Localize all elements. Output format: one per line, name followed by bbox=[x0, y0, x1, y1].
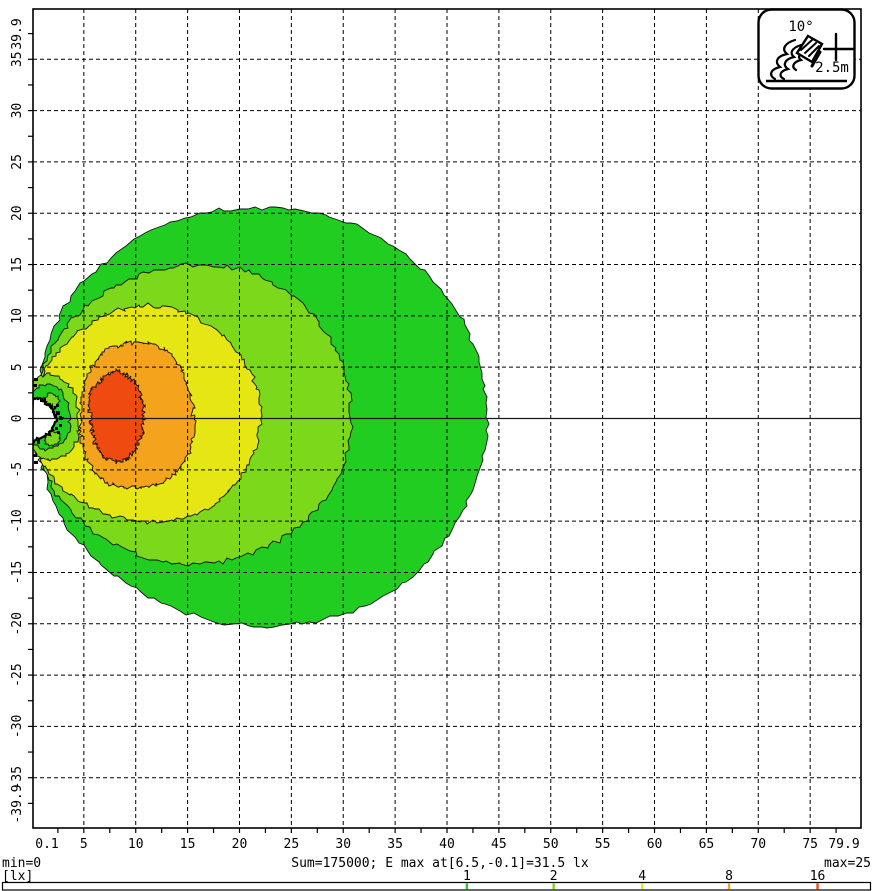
contour-speck bbox=[54, 406, 56, 409]
legend-tick-label: 16 bbox=[810, 869, 826, 884]
status-max: max=25 bbox=[824, 856, 871, 871]
legend-layer: 1 2 4 8 16 bbox=[1, 869, 872, 891]
y-tick-label: -35 bbox=[10, 766, 25, 789]
y-tick-label: -5 bbox=[10, 462, 25, 478]
x-tick-label: 25 bbox=[284, 837, 300, 852]
y-tick-label: -20 bbox=[10, 612, 25, 635]
x-tick-label: 35 bbox=[387, 837, 403, 852]
legend-tick-label: 4 bbox=[638, 869, 646, 884]
contour-speck bbox=[40, 398, 43, 402]
y-tick-label: -25 bbox=[10, 663, 25, 686]
contour-speck bbox=[37, 440, 40, 444]
y-tick-label: 10 bbox=[10, 308, 25, 324]
x-tick-label: 79.9 bbox=[828, 837, 859, 852]
x-tick-label: 0.1 bbox=[35, 837, 58, 852]
contour-speck bbox=[59, 424, 62, 427]
y-tick-label: 15 bbox=[10, 257, 25, 273]
contour-speck bbox=[33, 454, 37, 457]
x-tick-label: 55 bbox=[595, 837, 611, 852]
x-tick-label: 10 bbox=[128, 837, 144, 852]
y-tick-label: 20 bbox=[10, 205, 25, 221]
contour-speck bbox=[44, 398, 46, 401]
x-tick-label: 15 bbox=[180, 837, 196, 852]
contour-speck bbox=[33, 440, 35, 443]
x-tick-label: 65 bbox=[699, 837, 715, 852]
contour-speck bbox=[56, 404, 59, 407]
x-tick-label: 20 bbox=[232, 837, 248, 852]
x-tick-label: 5 bbox=[80, 837, 88, 852]
legend-tick-label: 2 bbox=[550, 869, 558, 884]
x-tick-label: 40 bbox=[439, 837, 455, 852]
floodlight-icon bbox=[770, 32, 855, 81]
status-summary: Sum=175000; E max at[6.5,-0.1]=31.5 lx bbox=[291, 856, 589, 871]
axes-layer: 0.1 5 10 15 20 25 30 35 40 45 50 55 60 65 70 75 79.939.9… bbox=[10, 18, 860, 852]
y-tick-label: 5 bbox=[10, 363, 25, 371]
luminaire-info-box: 10° 2.5m bbox=[757, 8, 856, 90]
x-tick-label: 50 bbox=[543, 837, 559, 852]
legend-unit-label: [lx] bbox=[2, 869, 33, 884]
x-tick-label: 70 bbox=[750, 837, 766, 852]
x-tick-label: 45 bbox=[491, 837, 507, 852]
x-tick-label: 30 bbox=[335, 837, 351, 852]
contour-speck bbox=[49, 403, 51, 406]
tilt-angle-label: 10° bbox=[788, 19, 813, 35]
y-tick-label: 30 bbox=[10, 103, 25, 119]
contour-band-16lx bbox=[87, 367, 146, 465]
mount-height-label: 2.5m bbox=[815, 60, 849, 76]
y-tick-label: 25 bbox=[10, 154, 25, 170]
contour-speck bbox=[33, 384, 37, 387]
contour-speck bbox=[34, 461, 38, 464]
legend-tick-label: 8 bbox=[725, 869, 733, 884]
grid-layer bbox=[32, 8, 862, 829]
y-tick-label: -39.9 bbox=[10, 784, 25, 823]
status-min: min=0 bbox=[2, 856, 41, 871]
y-tick-label: -15 bbox=[10, 561, 25, 584]
y-tick-label: 39.9 bbox=[10, 18, 25, 49]
contour-speck bbox=[34, 378, 38, 381]
contour-speck bbox=[55, 414, 57, 417]
x-tick-label: 75 bbox=[802, 837, 818, 852]
contour-speck bbox=[55, 427, 58, 430]
contour-speck bbox=[57, 431, 60, 434]
y-tick-label: 35 bbox=[10, 51, 25, 67]
y-tick-label: -10 bbox=[10, 509, 25, 532]
y-tick-label: 0 bbox=[10, 415, 25, 423]
legend-bar bbox=[1, 881, 872, 891]
y-tick-label: -30 bbox=[10, 715, 25, 738]
x-tick-label: 60 bbox=[647, 837, 663, 852]
contour-layer bbox=[33, 206, 490, 629]
contour-speck bbox=[56, 411, 60, 415]
legend-tick-label: 1 bbox=[463, 869, 471, 884]
